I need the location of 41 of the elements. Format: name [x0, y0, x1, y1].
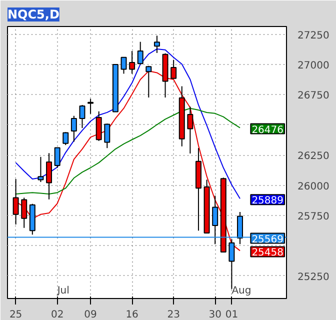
y-tick-label: 26250 — [298, 151, 330, 162]
candlestick — [54, 147, 60, 168]
candlestick — [21, 197, 28, 228]
y-tick-label: 25250 — [298, 272, 330, 283]
candlestick — [146, 65, 152, 98]
data-label: 25458 — [252, 248, 284, 259]
data-label: 26476 — [252, 124, 284, 136]
y-tick-label: 27000 — [298, 60, 330, 72]
candlestick — [96, 110, 102, 142]
candlestick — [70, 115, 77, 142]
candlestick — [212, 195, 218, 245]
y-tick-label: 26000 — [298, 181, 330, 192]
candlestick — [129, 50, 136, 74]
y-tick-label: 25750 — [298, 211, 330, 222]
x-tick-label: 09 — [84, 310, 97, 320]
ref-line-label: 25569 — [252, 234, 284, 246]
candlestick — [88, 98, 94, 114]
x-tick-label: 25 — [9, 310, 22, 320]
candlestick — [237, 211, 243, 245]
candlestick — [62, 132, 69, 146]
data-label: 25889 — [252, 196, 284, 207]
candlestick — [137, 41, 144, 66]
candlestick — [120, 56, 127, 74]
candlestick — [79, 104, 86, 129]
y-tick-label: 27250 — [298, 30, 330, 42]
candlestick — [187, 106, 194, 154]
x-tick-label: 01 — [225, 310, 238, 320]
line-series — [15, 108, 240, 194]
candlestick — [38, 156, 44, 182]
x-tick-label: 02 — [50, 310, 64, 320]
y-tick-label: 26750 — [298, 90, 330, 102]
annotation: Aug — [232, 286, 252, 296]
candlestick — [154, 35, 160, 54]
annotation: Jul — [56, 286, 70, 296]
line-series — [15, 48, 240, 200]
x-tick-label: 23 — [167, 310, 180, 320]
x-tick-label: 30 — [208, 310, 222, 320]
chart-title: NQC5,D — [8, 8, 60, 22]
x-tick-label: 16 — [126, 310, 138, 320]
candlestick — [46, 152, 52, 200]
candlestick — [104, 123, 110, 149]
